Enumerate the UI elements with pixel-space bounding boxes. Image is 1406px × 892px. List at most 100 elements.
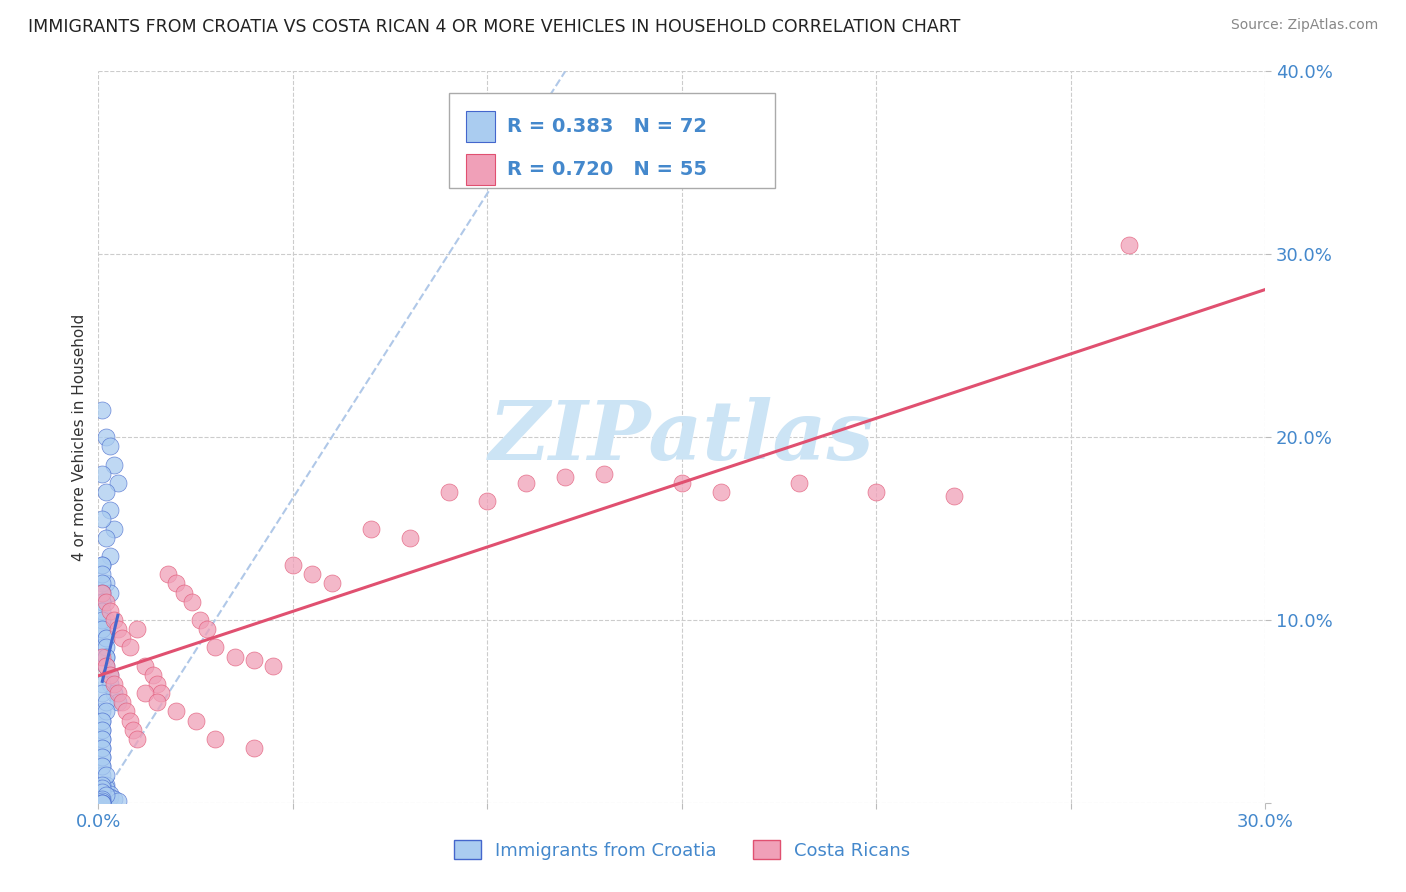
Point [127, 731, 149, 746]
Point [96, 695, 118, 709]
Point [91, 402, 114, 417]
Point [96, 632, 118, 646]
Point [321, 576, 343, 591]
Point [91, 731, 114, 746]
Point [96, 781, 118, 796]
Point [107, 794, 129, 808]
Point [91, 649, 114, 664]
Point [103, 677, 125, 691]
Point [301, 567, 323, 582]
Point [91, 594, 114, 608]
Point [243, 740, 266, 755]
Point [224, 649, 246, 664]
Point [122, 723, 145, 737]
Point [118, 714, 141, 728]
Point [91, 585, 114, 599]
Point [96, 576, 118, 591]
Point [671, 475, 693, 490]
Point [146, 677, 169, 691]
Point [157, 567, 180, 582]
Point [91, 613, 114, 627]
Point [142, 667, 165, 681]
Point [91, 622, 114, 636]
Point [107, 622, 129, 636]
Point [91, 792, 114, 806]
Point [98, 585, 121, 599]
Point [195, 622, 218, 636]
Point [91, 796, 114, 810]
Point [96, 705, 118, 719]
Point [593, 467, 616, 481]
Point [96, 789, 118, 803]
Point [91, 796, 114, 810]
Point [91, 723, 114, 737]
Point [107, 475, 129, 490]
Point [91, 781, 114, 796]
Point [114, 705, 136, 719]
Point [91, 567, 114, 582]
Point [515, 475, 537, 490]
Point [149, 686, 172, 700]
Point [103, 792, 125, 806]
Point [188, 613, 211, 627]
Point [91, 622, 114, 636]
Point [98, 787, 121, 801]
Point [180, 594, 202, 608]
Point [1118, 238, 1140, 252]
Point [103, 521, 125, 535]
Point [710, 485, 733, 500]
Text: IMMIGRANTS FROM CROATIA VS COSTA RICAN 4 OR MORE VEHICLES IN HOUSEHOLD CORRELATI: IMMIGRANTS FROM CROATIA VS COSTA RICAN 4… [28, 18, 960, 36]
Point [96, 430, 118, 444]
Point [103, 613, 125, 627]
Point [91, 785, 114, 799]
Point [96, 632, 118, 646]
Point [96, 640, 118, 655]
Point [91, 677, 114, 691]
Point [173, 585, 195, 599]
Text: Source: ZipAtlas.com: Source: ZipAtlas.com [1230, 18, 1378, 32]
Point [96, 768, 118, 782]
Point [360, 521, 382, 535]
Point [437, 485, 460, 500]
FancyBboxPatch shape [465, 112, 495, 142]
Point [111, 695, 134, 709]
Point [111, 632, 134, 646]
Point [91, 686, 114, 700]
Point [107, 695, 129, 709]
Point [281, 558, 304, 573]
Point [146, 695, 169, 709]
Point [477, 494, 499, 508]
Point [91, 467, 114, 481]
Point [91, 594, 114, 608]
Point [91, 796, 114, 810]
Point [98, 677, 121, 691]
Point [91, 794, 114, 808]
Point [91, 705, 114, 719]
Point [98, 549, 121, 563]
Point [96, 649, 118, 664]
Legend: Immigrants from Croatia, Costa Ricans: Immigrants from Croatia, Costa Ricans [446, 833, 918, 867]
Point [204, 731, 226, 746]
Point [91, 750, 114, 764]
Point [134, 658, 156, 673]
Point [96, 531, 118, 545]
Point [91, 558, 114, 573]
Point [91, 714, 114, 728]
Point [91, 558, 114, 573]
Y-axis label: 4 or more Vehicles in Household: 4 or more Vehicles in Household [72, 313, 87, 561]
FancyBboxPatch shape [465, 154, 495, 185]
Text: R = 0.383   N = 72: R = 0.383 N = 72 [508, 117, 707, 136]
Point [91, 750, 114, 764]
Point [96, 613, 118, 627]
Point [165, 705, 187, 719]
Point [91, 731, 114, 746]
Point [91, 768, 114, 782]
Point [91, 740, 114, 755]
FancyBboxPatch shape [449, 94, 775, 188]
Point [98, 439, 121, 453]
Point [107, 686, 129, 700]
Point [98, 667, 121, 681]
Point [204, 640, 226, 655]
Point [98, 503, 121, 517]
Point [91, 604, 114, 618]
